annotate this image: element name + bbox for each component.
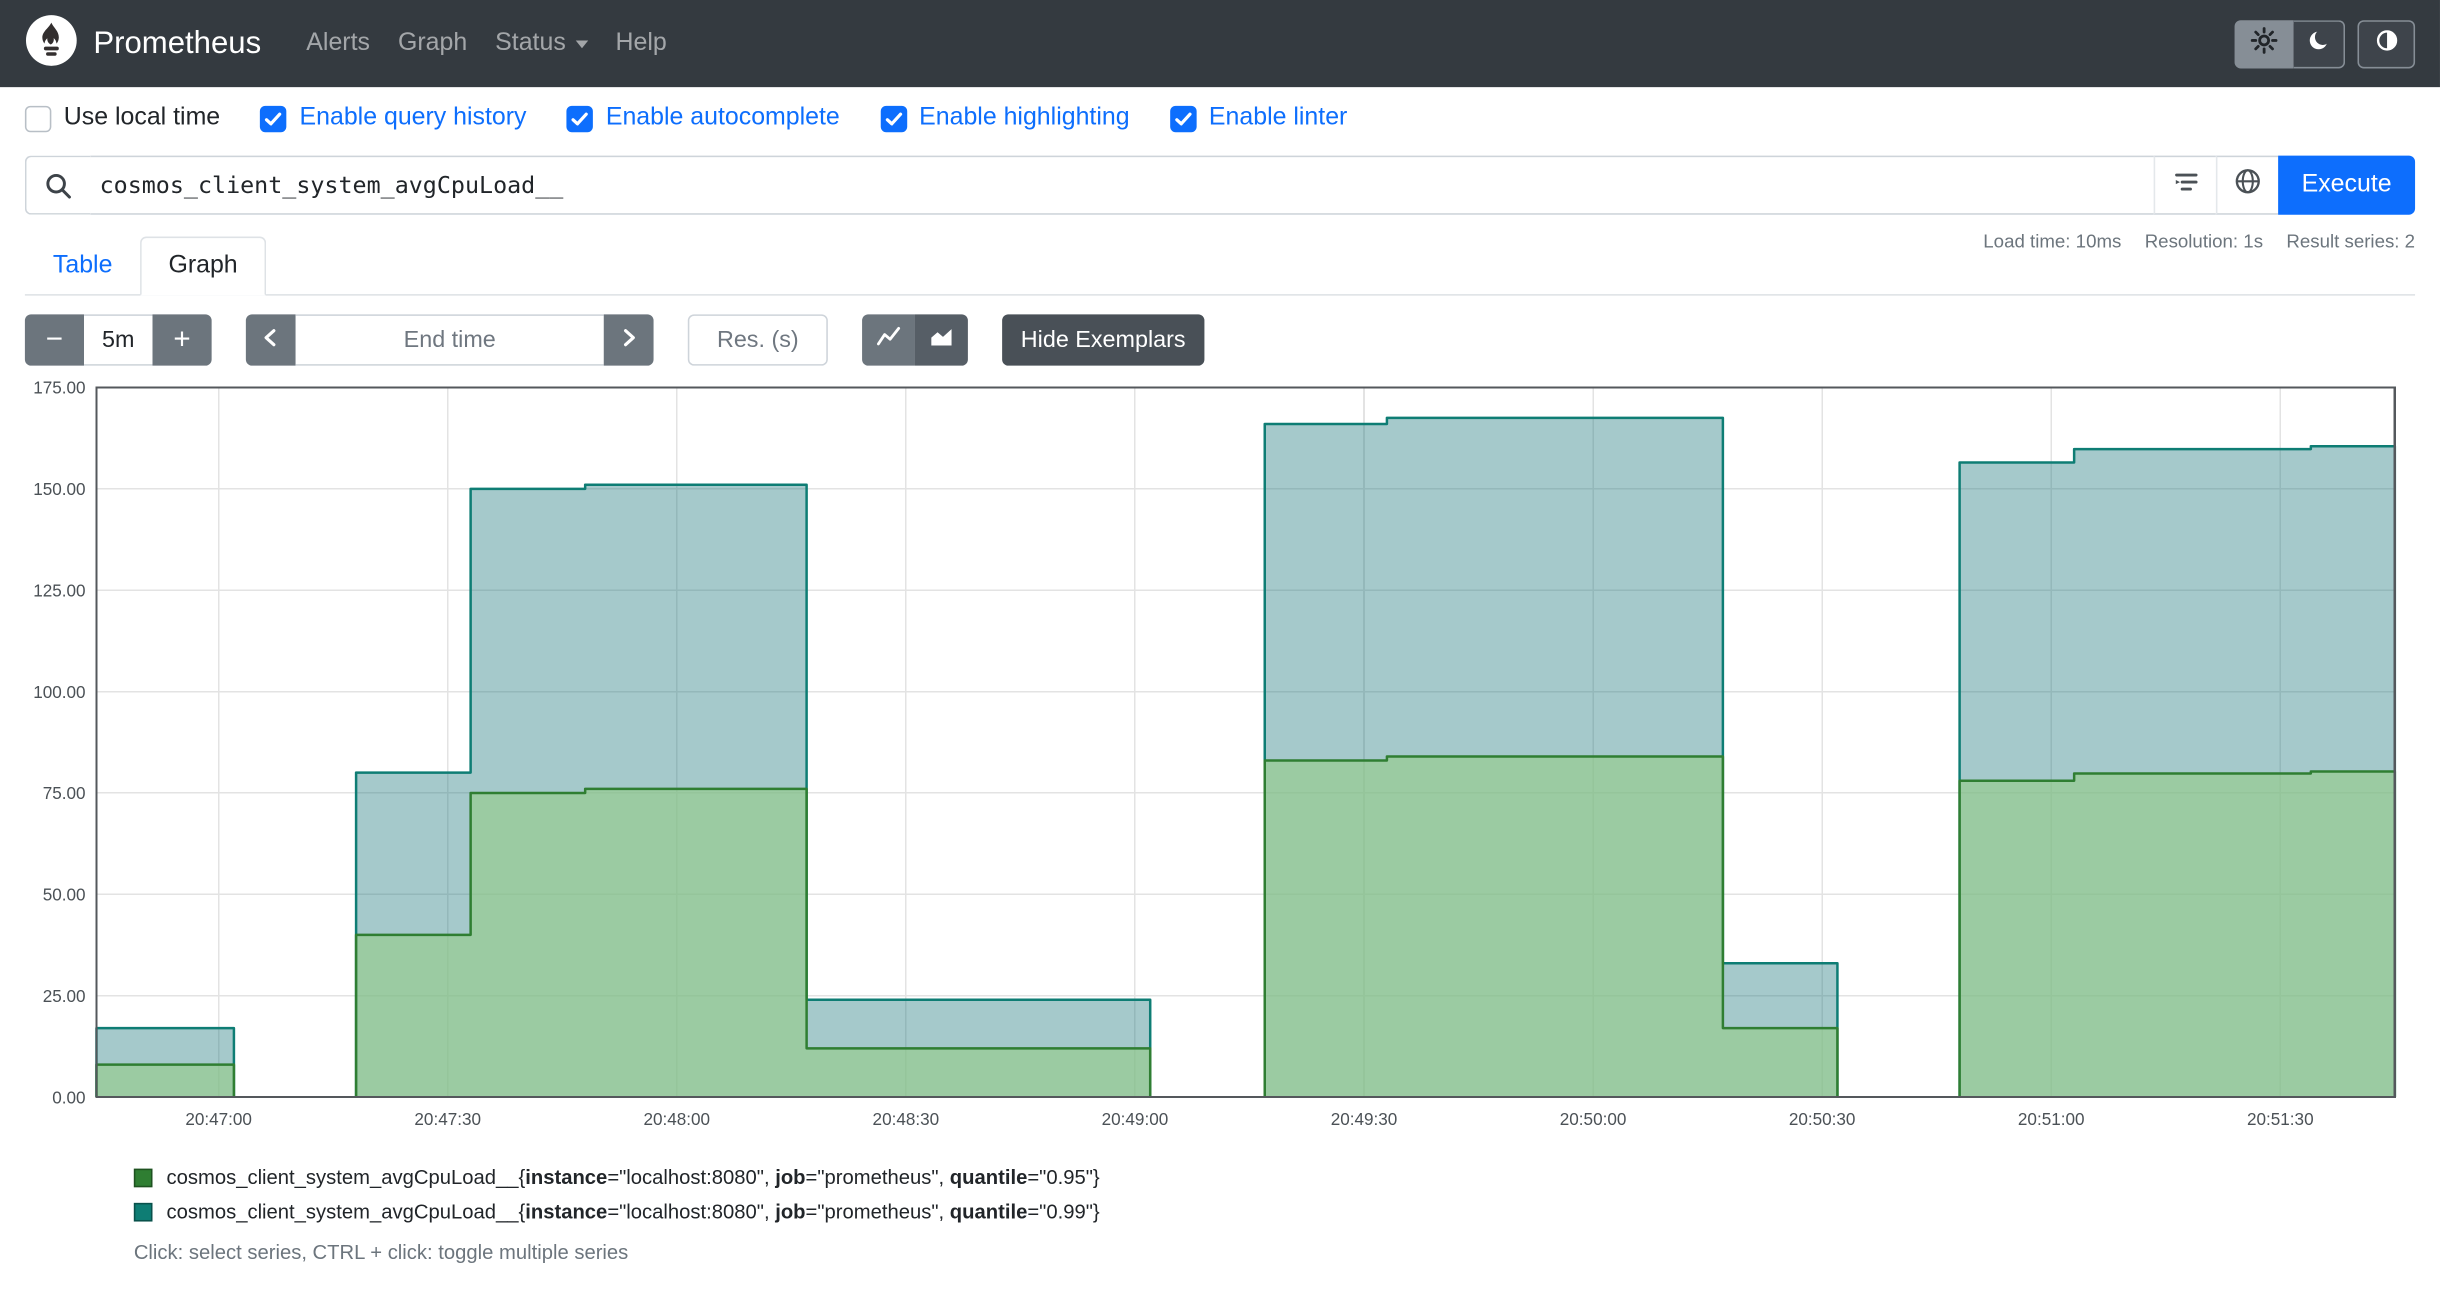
line-chart-icon	[876, 323, 901, 357]
search-icon	[24, 155, 91, 215]
svg-text:20:48:30: 20:48:30	[873, 1110, 940, 1129]
auto-theme-button[interactable]	[2357, 19, 2416, 68]
nav-item-alerts[interactable]: Alerts	[306, 29, 370, 57]
series-label: cosmos_client_system_avgCpuLoad__{instan…	[166, 1165, 1100, 1189]
settings-row: Use local time Enable query history Enable…	[0, 87, 2440, 140]
prometheus-logo-icon	[25, 13, 78, 74]
navbar-actions	[2234, 19, 2416, 68]
checkbox-enable-highlighting[interactable]: Enable highlighting	[880, 104, 1130, 132]
svg-text:20:51:00: 20:51:00	[2018, 1110, 2085, 1129]
checkbox-use-local-time[interactable]: Use local time	[24, 104, 221, 132]
setting-label: Enable query history	[299, 104, 527, 131]
svg-text:20:50:30: 20:50:30	[1789, 1110, 1856, 1129]
hide-exemplars-button[interactable]: Hide Exemplars	[1002, 314, 1205, 366]
series-swatch	[133, 1167, 153, 1187]
chevron-right-icon	[618, 323, 640, 357]
svg-text:175.00: 175.00	[33, 379, 85, 398]
query-input[interactable]	[90, 155, 2154, 215]
checkbox-unchecked-icon	[24, 105, 52, 132]
metrics-explorer-button[interactable]	[2215, 155, 2279, 215]
end-time-back-button[interactable]	[245, 314, 296, 366]
setting-label: Use local time	[63, 104, 221, 131]
moon-icon	[2305, 26, 2333, 62]
checkbox-enable-linter[interactable]: Enable linter	[1170, 104, 1347, 132]
checkbox-checked-icon	[880, 105, 907, 132]
stacked-chart-icon	[929, 323, 954, 357]
query-input-group: Execute	[24, 155, 2416, 215]
svg-text:20:49:00: 20:49:00	[1102, 1110, 1169, 1129]
brand[interactable]: Prometheus	[25, 13, 261, 74]
checkbox-enable-query-history[interactable]: Enable query history	[260, 104, 527, 132]
range-input[interactable]	[84, 314, 153, 366]
dark-theme-button[interactable]	[2293, 19, 2346, 68]
setting-label: Enable highlighting	[919, 104, 1130, 131]
resolution-input[interactable]	[687, 314, 828, 366]
svg-text:20:49:30: 20:49:30	[1331, 1110, 1398, 1129]
format-lines-icon	[2172, 167, 2200, 203]
nav-item-graph[interactable]: Graph	[397, 29, 468, 57]
query-stats: Load time: 10ms Resolution: 1s Result se…	[1983, 230, 2415, 252]
app-title: Prometheus	[93, 25, 262, 60]
svg-text:150.00: 150.00	[33, 480, 85, 499]
tab-graph[interactable]: Graph	[140, 236, 266, 296]
resolution-stat: Resolution: 1s	[2144, 230, 2264, 253]
svg-text:25.00: 25.00	[43, 987, 86, 1006]
series-label: cosmos_client_system_avgCpuLoad__{instan…	[166, 1199, 1100, 1224]
chevron-left-icon	[260, 323, 282, 357]
format-expression-button[interactable]	[2153, 155, 2216, 215]
range-decrement-button[interactable]: −	[24, 314, 85, 366]
series-swatch	[133, 1202, 153, 1221]
svg-text:75.00: 75.00	[43, 784, 86, 803]
setting-label: Enable autocomplete	[605, 104, 840, 131]
checkbox-checked-icon	[566, 105, 594, 132]
svg-text:20:51:30: 20:51:30	[2247, 1110, 2314, 1129]
svg-text:20:48:00: 20:48:00	[643, 1110, 710, 1129]
svg-text:50.00: 50.00	[43, 886, 86, 905]
legend: cosmos_client_system_avgCpuLoad__{instan…	[133, 1165, 2415, 1224]
nav-item-status[interactable]: Status	[481, 30, 601, 58]
svg-text:20:47:30: 20:47:30	[414, 1110, 481, 1129]
nav-item-help[interactable]: Help	[615, 29, 667, 57]
nav-links: Alerts Graph Status Help	[292, 30, 680, 58]
range-increment-button[interactable]: +	[152, 314, 212, 366]
end-time-forward-button[interactable]	[603, 314, 654, 366]
checkbox-checked-icon	[1170, 105, 1197, 132]
result-series-stat: Result series: 2	[2286, 230, 2416, 253]
caret-down-icon	[575, 39, 588, 48]
settings-gear-button[interactable]	[2234, 19, 2294, 68]
load-time-stat: Load time: 10ms	[1983, 230, 2122, 253]
execute-button[interactable]: Execute	[2278, 155, 2416, 215]
checkbox-enable-autocomplete[interactable]: Enable autocomplete	[566, 104, 840, 132]
panel-head: Table Graph Load time: 10ms Resolution: …	[24, 227, 2415, 296]
line-graph-button[interactable]	[862, 314, 915, 366]
chart-area: 0.00 25.00 50.00 75.00 100.00 125.00 150.00 175…	[25, 375, 2415, 1150]
checkbox-checked-icon	[260, 105, 288, 132]
end-time-input[interactable]	[295, 314, 604, 366]
svg-text:100.00: 100.00	[33, 683, 85, 702]
tab-table[interactable]: Table	[52, 252, 113, 279]
legend-item[interactable]: cosmos_client_system_avgCpuLoad__{instan…	[133, 1199, 2415, 1224]
gear-icon	[2250, 26, 2278, 62]
globe-icon	[2233, 167, 2263, 204]
graph-controls: − +	[24, 314, 2415, 366]
svg-text:20:50:00: 20:50:00	[1560, 1110, 1627, 1129]
graph-canvas[interactable]: 0.00 25.00 50.00 75.00 100.00 125.00 150.00 175…	[25, 375, 2400, 1150]
svg-text:125.00: 125.00	[33, 581, 85, 600]
setting-label: Enable linter	[1208, 104, 1348, 131]
navbar: Prometheus Alerts Graph Status Help	[0, 0, 2440, 88]
legend-hint: Click: select series, CTRL + click: togg…	[133, 1240, 629, 1264]
svg-text:20:47:00: 20:47:00	[185, 1110, 252, 1129]
svg-text:0.00: 0.00	[52, 1088, 85, 1107]
stacked-graph-button[interactable]	[914, 314, 968, 366]
contrast-icon	[2372, 26, 2400, 62]
legend-item[interactable]: cosmos_client_system_avgCpuLoad__{instan…	[133, 1165, 2415, 1189]
